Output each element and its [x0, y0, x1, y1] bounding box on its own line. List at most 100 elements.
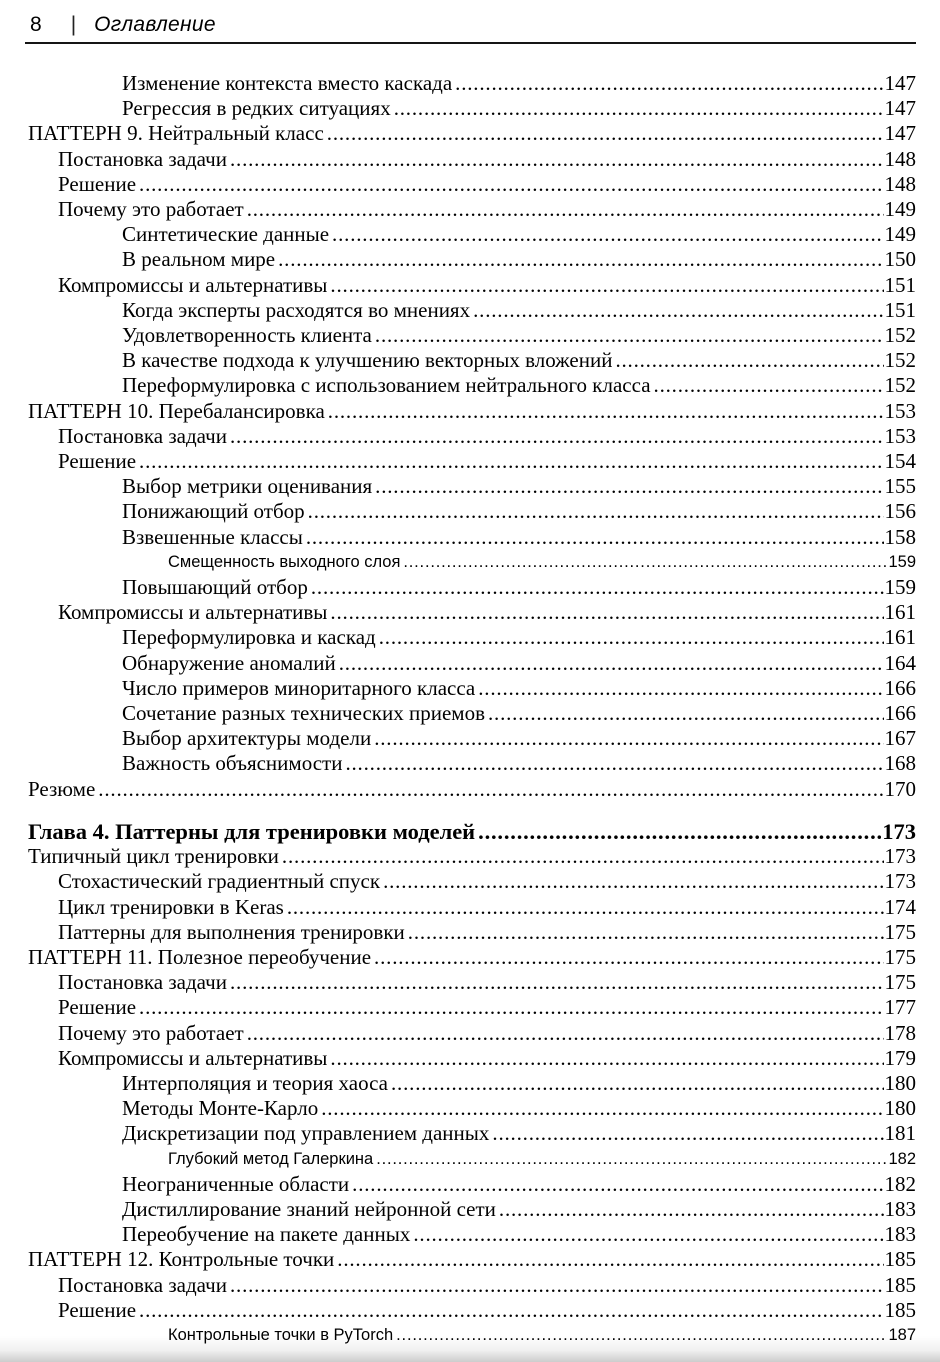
toc-entry-page: 151	[884, 297, 917, 322]
toc-entry: В реальном мире 150	[28, 247, 916, 272]
dot-leader	[311, 575, 884, 600]
toc-entry-title: Сочетание разных технических приемов	[122, 701, 485, 726]
toc-entry-page: 153	[884, 423, 917, 448]
toc-entry-title: Синтетические данные	[122, 222, 330, 247]
toc-entry-title: Выбор метрики оценивания	[122, 474, 373, 499]
toc-entry-title: В реальном мире	[122, 247, 276, 272]
toc-entry-title: Выбор архитектуры модели	[122, 726, 372, 751]
dot-leader	[306, 525, 884, 550]
dot-leader	[478, 676, 883, 701]
toc-entry: Глубокий метод Галеркина 182	[28, 1147, 916, 1172]
toc-entry: Компромиссы и альтернативы 151	[28, 273, 916, 298]
dot-leader	[328, 399, 884, 424]
dot-leader	[492, 1121, 883, 1146]
toc-entry: Постановка задачи 148	[28, 147, 916, 172]
toc-entry: Важность объяснимости 168	[28, 751, 916, 776]
dot-leader	[230, 424, 884, 449]
toc-entry-title: Постановка задачи	[58, 1272, 227, 1297]
toc-entry: Удовлетворенность клиента 152	[28, 323, 916, 348]
toc-entry-page: 148	[884, 146, 917, 171]
toc-entry: Паттерны для выполнения тренировки 175	[28, 920, 916, 945]
toc-entry-title: ПАТТЕРН 12. Контрольные точки	[28, 1247, 335, 1272]
toc-entry-page: 182	[888, 1149, 916, 1168]
toc-entry-page: 167	[884, 726, 917, 751]
toc-entry-title: Почему это работает	[58, 1020, 244, 1045]
header-rule	[25, 42, 916, 44]
dot-leader	[330, 1046, 883, 1071]
toc-entry-title: ПАТТЕРН 9. Нейтральный класс	[28, 121, 324, 146]
toc-entry-page: 174	[884, 894, 917, 919]
toc-entry-title: Контрольные точки в PyTorch	[168, 1325, 394, 1344]
toc-entry-title: Удовлетворенность клиента	[122, 323, 372, 348]
toc-entry-title: Компромиссы и альтернативы	[58, 272, 328, 297]
toc-entry-title: Дистиллирование знаний нейронной сети	[122, 1196, 496, 1221]
toc-entry-title: Резюме	[28, 776, 96, 801]
header-separator: |	[70, 13, 77, 36]
toc-entry-title: Постановка задачи	[58, 146, 227, 171]
dot-leader	[408, 920, 884, 945]
toc-entry-title: Цикл тренировки в Keras	[58, 894, 284, 919]
toc-entry-page: 152	[884, 348, 917, 373]
toc-entry-page: 175	[884, 944, 917, 969]
header-page-number: 8	[30, 13, 42, 36]
dot-leader	[230, 147, 884, 172]
dot-leader	[374, 945, 883, 970]
toc-entry-page: 182	[884, 1171, 917, 1196]
dot-leader	[473, 298, 883, 323]
toc-entry-page: 154	[884, 449, 917, 474]
toc-entry-page: 159	[888, 552, 916, 571]
toc-entry: Решение 148	[28, 172, 916, 197]
toc-entry-title: Глубокий метод Галеркина	[168, 1149, 374, 1168]
dot-leader	[345, 751, 883, 776]
dot-leader	[247, 197, 884, 222]
toc-entry-page: 173	[884, 869, 917, 894]
toc-entry-title: Регрессия в редких ситуациях	[122, 96, 391, 121]
toc-entry-page: 175	[884, 970, 917, 995]
toc-entry-title: Стохастический градиентный спуск	[58, 869, 381, 894]
toc-entry: Решение 185	[28, 1298, 916, 1323]
toc-entry: ПАТТЕРН 11. Полезное переобучение 175	[28, 945, 916, 970]
toc-entry: Неограниченные области 182	[28, 1172, 916, 1197]
toc-entry-page: 183	[884, 1222, 917, 1247]
toc-entry: Интерполяция и теория хаоса 180	[28, 1071, 916, 1096]
dot-leader	[287, 895, 884, 920]
toc-entry-page: 147	[884, 121, 917, 146]
toc-entry: Постановка задачи 153	[28, 424, 916, 449]
toc-entry-title: Паттерны для выполнения тренировки	[58, 919, 405, 944]
dot-leader	[654, 373, 884, 398]
dot-leader	[247, 1021, 884, 1046]
dot-leader	[139, 1298, 883, 1323]
toc-entry: Регрессия в редких ситуациях 147	[28, 96, 916, 121]
toc-entry-page: 152	[884, 373, 917, 398]
toc-entry-page: 166	[884, 675, 917, 700]
toc-entry-page: 168	[884, 751, 917, 776]
toc-entry-page: 180	[884, 1096, 917, 1121]
toc-entry-page: 175	[884, 919, 917, 944]
dot-leader	[499, 1197, 884, 1222]
dot-leader	[374, 726, 883, 751]
toc-entry: В качестве подхода к улучшению векторных…	[28, 348, 916, 373]
toc-entry-title: Почему это работает	[58, 197, 244, 222]
dot-leader	[379, 625, 884, 650]
dot-leader	[278, 247, 883, 272]
dot-leader	[339, 651, 884, 676]
toc-entry-title: Глава 4. Паттерны для тренировки моделей	[28, 818, 476, 844]
toc-entry: Постановка задачи 175	[28, 970, 916, 995]
dot-leader	[282, 844, 884, 869]
toc-entry-page: 173	[882, 818, 916, 844]
toc-entry: ПАТТЕРН 9. Нейтральный класс 147	[28, 121, 916, 146]
toc-entry: Цикл тренировки в Keras 174	[28, 895, 916, 920]
toc-entry: Компромиссы и альтернативы 179	[28, 1046, 916, 1071]
toc-entry-title: Число примеров миноритарного класса	[122, 675, 476, 700]
dot-leader	[455, 71, 883, 96]
toc-entry: Изменение контекста вместо каскада 147	[28, 71, 916, 96]
dot-leader	[230, 1273, 884, 1298]
toc-entry-page: 181	[884, 1121, 917, 1146]
dot-leader	[330, 600, 883, 625]
toc-entry-title: Типичный цикл тренировки	[28, 844, 279, 869]
toc-entry: Почему это работает 178	[28, 1021, 916, 1046]
dot-leader	[352, 1172, 883, 1197]
toc-entry: Выбор метрики оценивания 155	[28, 474, 916, 499]
toc-entry-page: 173	[884, 844, 917, 869]
